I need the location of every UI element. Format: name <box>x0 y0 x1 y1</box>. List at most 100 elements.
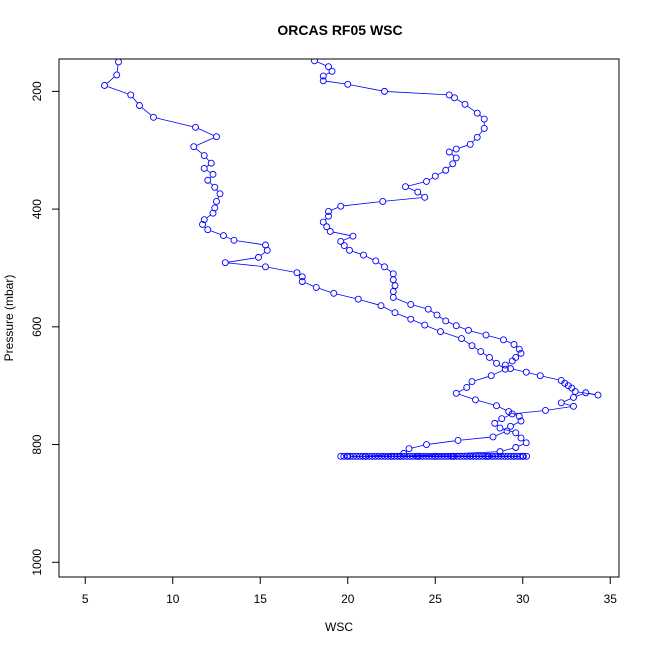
data-point <box>115 59 122 66</box>
data-point <box>508 357 516 365</box>
x-axis: 5 10 15 20 25 30 35 <box>82 577 617 606</box>
x-tick-label: 35 <box>604 592 618 606</box>
series-line-segment <box>260 251 266 256</box>
data-point <box>389 270 397 278</box>
data-point <box>472 396 479 404</box>
data-point <box>298 273 306 281</box>
series-line-segment <box>578 391 596 396</box>
data-point <box>263 246 271 254</box>
data-point <box>211 183 219 191</box>
data-point <box>507 422 514 430</box>
series-line-segment <box>378 262 383 266</box>
series-line-segment <box>196 137 214 146</box>
series-line-segment <box>226 236 232 240</box>
series-line-segment <box>518 443 524 447</box>
data-point <box>204 176 212 184</box>
data-point <box>150 113 157 121</box>
data-point <box>340 242 348 250</box>
data-point <box>388 452 395 460</box>
data-point <box>431 172 439 180</box>
data-point <box>505 408 513 416</box>
series-line-segment <box>413 319 423 325</box>
data-point <box>564 382 572 390</box>
data-point <box>498 415 506 423</box>
series-line-segment <box>493 370 503 375</box>
series-line-segment <box>206 164 210 167</box>
series-line-segment <box>499 406 507 411</box>
data-point <box>477 348 485 356</box>
series-line-segment <box>478 130 483 136</box>
data-point <box>536 372 544 380</box>
series-line-segment <box>472 139 476 143</box>
series-line-segment <box>451 153 455 157</box>
data-point <box>209 209 217 217</box>
data-point <box>421 193 429 201</box>
data-point <box>452 389 460 397</box>
data-point <box>319 77 327 85</box>
data-point <box>507 365 514 373</box>
series-line-segment <box>343 201 380 207</box>
series-line-segment <box>548 406 571 411</box>
data-point <box>255 253 262 261</box>
chart-title: ORCAS RF05 WSC <box>277 22 402 38</box>
data-point <box>402 183 409 191</box>
data-point <box>311 59 318 65</box>
series-line-segment <box>383 306 393 312</box>
data-point <box>522 368 530 376</box>
data-point <box>463 384 471 391</box>
series-line-segment <box>443 332 459 339</box>
data-point <box>381 263 388 271</box>
data-point <box>523 452 531 460</box>
series-line-segment <box>474 376 489 382</box>
data-point <box>344 80 352 88</box>
series-line-segment <box>209 182 213 186</box>
series-line-segment <box>427 325 438 331</box>
data-point <box>381 87 388 95</box>
data-point <box>451 94 458 102</box>
data-point <box>465 326 472 334</box>
series-line-segment <box>439 316 444 320</box>
data-point <box>213 133 220 141</box>
series-line-segment <box>502 447 513 452</box>
data-point <box>468 342 476 350</box>
series-line-segment <box>448 321 454 325</box>
data-point <box>298 278 306 285</box>
series-line-segment <box>408 187 416 192</box>
data-point <box>325 208 332 215</box>
series-line-segment <box>132 96 138 104</box>
series-line-segment <box>107 86 129 95</box>
series-line-segment <box>576 393 584 397</box>
data-point <box>442 317 450 325</box>
data-point <box>377 302 385 310</box>
data-point <box>200 152 208 159</box>
data-point <box>216 190 224 198</box>
series-line-segment <box>456 99 463 104</box>
data-point <box>328 67 336 75</box>
data-point <box>421 321 429 329</box>
series-line-segment <box>498 364 503 368</box>
data-point <box>319 218 327 226</box>
data-point <box>360 251 367 259</box>
series-line-segment <box>513 368 524 372</box>
y-axis-label: Pressure (mbar) <box>2 275 16 362</box>
data-point <box>207 159 215 167</box>
data-point <box>473 133 481 141</box>
data-point <box>346 246 353 254</box>
data-point <box>519 452 527 460</box>
series-line-segment <box>210 230 221 235</box>
series-line-segment <box>512 422 519 426</box>
data-point <box>493 359 500 367</box>
data-point <box>325 63 332 71</box>
data-point <box>391 309 399 317</box>
series-line-segment <box>467 105 476 112</box>
data-point <box>496 448 504 456</box>
data-point <box>414 452 422 460</box>
data-point <box>319 72 327 80</box>
y-tick-label: 1000 <box>30 549 44 576</box>
data-point <box>354 295 362 303</box>
plot-area <box>101 59 602 460</box>
series-line-segment <box>463 339 470 345</box>
series-line-segment <box>333 231 351 236</box>
series-line-segment <box>458 393 473 400</box>
series-line-segment <box>206 169 211 174</box>
